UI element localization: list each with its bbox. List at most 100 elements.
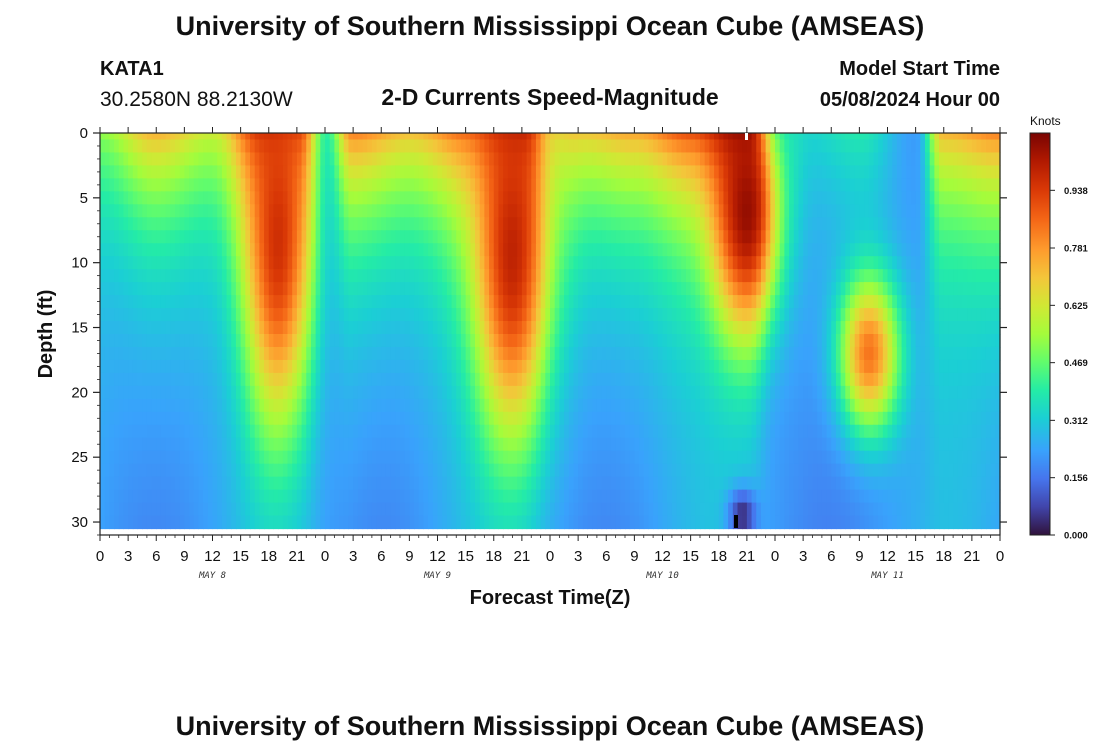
heatmap-cell: [929, 295, 935, 309]
heatmap-cell: [723, 269, 729, 283]
heatmap-cell: [648, 178, 654, 192]
heatmap-cell: [620, 424, 626, 439]
heatmap-cell: [475, 243, 481, 257]
heatmap-cell: [671, 334, 678, 348]
heatmap-cell: [339, 295, 345, 309]
heatmap-cell: [910, 346, 917, 361]
heatmap-cell: [765, 139, 771, 154]
heatmap-cell: [193, 437, 200, 452]
heatmap-cell: [292, 346, 298, 361]
heatmap-cell: [273, 243, 279, 257]
heatmap-cell: [671, 359, 678, 374]
heatmap-cell: [568, 334, 575, 348]
heatmap-cell: [456, 385, 462, 400]
heatmap-cell: [310, 437, 317, 452]
heatmap-cell: [437, 165, 443, 179]
heatmap-cell: [512, 334, 518, 348]
heatmap-cell: [582, 204, 589, 218]
heatmap-cell: [981, 346, 987, 361]
heatmap-cell: [760, 372, 767, 387]
heatmap-cell: [414, 424, 420, 439]
heatmap-cell: [864, 308, 870, 322]
heatmap-cell: [170, 372, 176, 387]
heatmap-cell: [582, 139, 589, 154]
heatmap-cell: [920, 191, 926, 205]
heatmap-cell: [325, 191, 331, 205]
heatmap-cell: [835, 165, 842, 179]
heatmap-cell: [620, 256, 626, 270]
heatmap-cell: [596, 282, 603, 296]
heatmap-cell: [540, 424, 546, 439]
heatmap-cell: [953, 424, 959, 439]
heatmap-cell: [737, 385, 743, 400]
heatmap-cell: [334, 230, 340, 244]
heatmap-cell: [629, 191, 635, 205]
heatmap-cell: [212, 217, 218, 231]
heatmap-cell: [437, 152, 443, 167]
heatmap-cell: [123, 152, 129, 167]
heatmap-cell: [896, 282, 903, 296]
heatmap-cell: [217, 295, 223, 309]
heatmap-cell: [985, 139, 992, 154]
heatmap-cell: [535, 346, 542, 361]
heatmap-cell: [432, 308, 439, 322]
heatmap-cell: [521, 152, 528, 167]
heatmap-cell: [198, 204, 204, 218]
heatmap-cell: [939, 334, 945, 348]
heatmap-cell: [756, 133, 762, 141]
heatmap-cell: [221, 308, 228, 322]
heatmap-cell: [198, 437, 204, 452]
heatmap-cell: [264, 295, 270, 309]
heatmap-cell: [718, 133, 725, 141]
heatmap-cell: [109, 295, 115, 309]
heatmap-cell: [625, 450, 631, 465]
heatmap-cell: [367, 450, 373, 465]
heatmap-cell: [620, 269, 626, 283]
heatmap-cell: [521, 346, 528, 361]
heatmap-cell: [292, 424, 298, 439]
heatmap-cell: [625, 411, 631, 426]
heatmap-cell: [962, 133, 968, 141]
heatmap-cell: [971, 204, 978, 218]
heatmap-cell: [390, 243, 396, 257]
heatmap-cell: [451, 437, 457, 452]
heatmap-cell: [184, 334, 190, 348]
heatmap-cell: [714, 282, 720, 296]
heatmap-cell: [282, 133, 289, 141]
heatmap-cell: [770, 372, 776, 387]
heatmap-cell: [920, 165, 926, 179]
heatmap-cell: [807, 424, 814, 439]
heatmap-cell: [550, 450, 556, 465]
heatmap-cell: [995, 243, 1001, 257]
heatmap-cell: [896, 139, 903, 154]
heatmap-cell: [320, 243, 326, 257]
heatmap-cell: [418, 359, 425, 374]
heatmap-cell: [704, 308, 710, 322]
heatmap-cell: [985, 165, 992, 179]
heatmap-cell: [896, 295, 903, 309]
heatmap-cell: [517, 243, 523, 257]
heatmap-cell: [423, 269, 429, 283]
heatmap-cell: [451, 165, 457, 179]
heatmap-cell: [990, 282, 996, 296]
heatmap-cell: [535, 308, 542, 322]
heatmap-cell: [812, 398, 818, 413]
heatmap-cell: [320, 230, 326, 244]
heatmap-cell: [910, 139, 917, 154]
heatmap-cell: [662, 204, 668, 218]
heatmap-cell: [442, 437, 448, 452]
heatmap-cell: [662, 411, 668, 426]
heatmap-cell: [939, 411, 945, 426]
heatmap-cell: [465, 191, 471, 205]
heatmap-cell: [142, 398, 148, 413]
heatmap-cell: [409, 450, 415, 465]
heatmap-cell: [371, 346, 378, 361]
heatmap-cell: [376, 346, 382, 361]
heatmap-cell: [671, 152, 678, 167]
heatmap-cell: [404, 243, 410, 257]
heatmap-cell: [489, 398, 495, 413]
heatmap-cell: [385, 308, 392, 322]
heatmap-cell: [170, 308, 176, 322]
heatmap-cell: [601, 133, 607, 141]
heatmap-cell: [850, 359, 856, 374]
